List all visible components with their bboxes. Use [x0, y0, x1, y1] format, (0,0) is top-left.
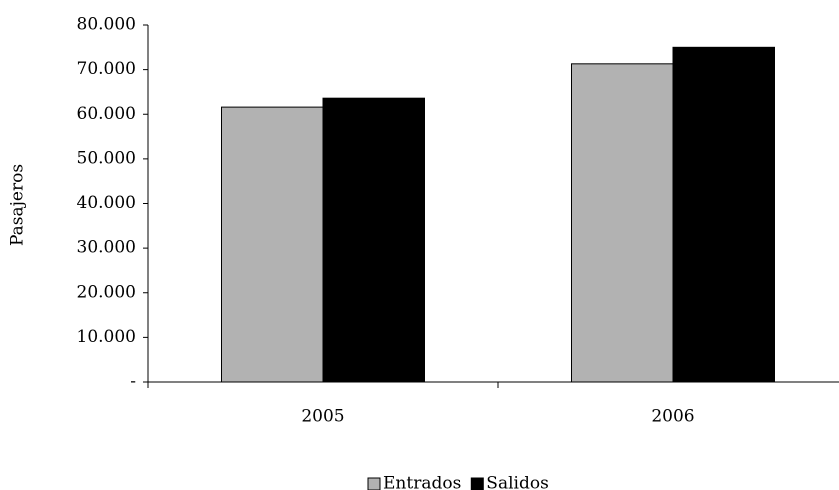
bar — [672, 46, 775, 383]
y-tick-label: 60.000 — [77, 104, 136, 124]
x-tick-label: 2005 — [301, 407, 344, 427]
y-tick-label: 70.000 — [77, 59, 136, 79]
y-tick-label: 10.000 — [77, 327, 136, 347]
legend-label: Salidos — [486, 474, 549, 490]
y-tick-label: 20.000 — [77, 282, 136, 302]
y-tick-label: 30.000 — [77, 238, 136, 258]
bar — [322, 97, 425, 383]
y-tick-label: 40.000 — [77, 193, 136, 213]
legend-label: Entrados — [383, 474, 461, 490]
legend-swatch — [367, 477, 381, 490]
x-tick-label: 2006 — [651, 407, 694, 427]
y-tick-label: 80.000 — [77, 15, 136, 35]
bar — [571, 63, 674, 383]
y-tick-label: 50.000 — [77, 148, 136, 168]
legend-swatch — [470, 477, 484, 490]
y-tick-label: - — [130, 372, 136, 392]
y-axis-label: Pasajeros — [8, 164, 28, 246]
bar — [221, 106, 324, 383]
